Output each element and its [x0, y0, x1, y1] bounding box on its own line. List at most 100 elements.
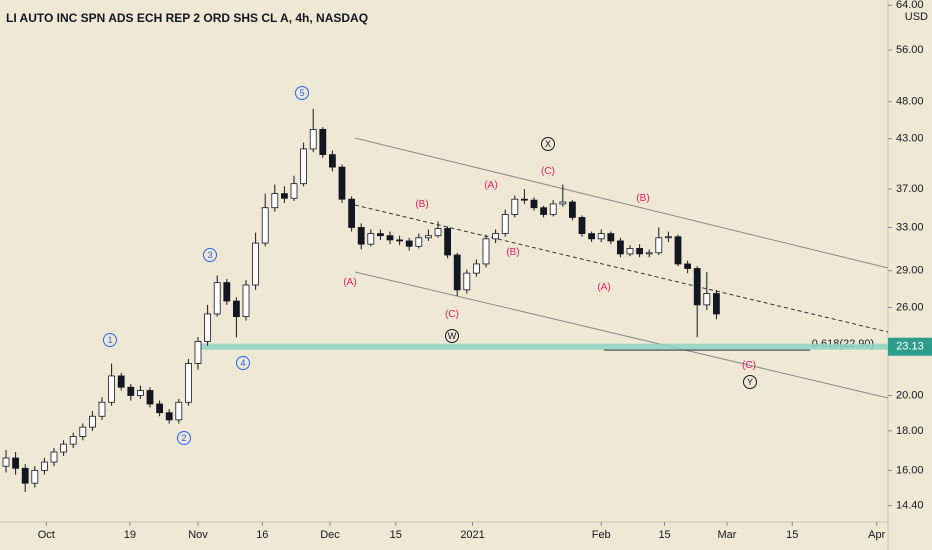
annotation-circle: [103, 333, 117, 347]
candle-body: [444, 228, 452, 256]
candle-body: [674, 236, 682, 265]
candle-body: [453, 254, 461, 291]
candle-body: [348, 198, 356, 228]
chart-title: LI AUTO INC SPN ADS ECH REP 2 ORD SHS CL…: [6, 11, 368, 25]
candle-body: [271, 193, 279, 209]
x-tick-label: Dec: [320, 529, 340, 541]
candle-body: [578, 217, 586, 235]
annotation: 1: [107, 335, 112, 345]
candle-body: [367, 233, 375, 245]
candle-body: [492, 233, 500, 240]
x-tick-label: 19: [124, 529, 136, 541]
candle-body: [175, 401, 183, 421]
candle-body: [242, 284, 250, 318]
annotation: (B): [415, 199, 428, 210]
candle-body: [549, 203, 557, 215]
annotation: (C): [742, 360, 756, 371]
y-tick-label: 48.00: [896, 96, 924, 108]
currency-label: USD: [905, 11, 928, 23]
candle-body: [281, 193, 288, 199]
annotation-circle: [236, 356, 250, 370]
y-tick-label: 29.00: [896, 265, 924, 277]
x-tick-label: Nov: [188, 529, 208, 541]
candle-body: [261, 207, 269, 244]
candle-body: [146, 390, 154, 405]
candle-body: [425, 235, 432, 239]
candle-body: [89, 415, 96, 428]
candle-body: [655, 237, 663, 254]
y-tick-label: 56.00: [896, 44, 924, 56]
y-tick-label: 43.00: [896, 133, 924, 145]
candle-body: [12, 457, 20, 469]
y-tick-label: 14.40: [896, 500, 924, 512]
candle-body: [50, 451, 58, 463]
candle-body: [213, 282, 221, 315]
candle-body: [559, 201, 567, 205]
candle-body: [434, 228, 442, 237]
annotation: (A): [343, 277, 356, 288]
candle-body: [521, 198, 528, 201]
candle-body: [357, 227, 365, 245]
candle-body: [482, 238, 490, 265]
annotation: (C): [445, 309, 459, 320]
candle-body: [540, 207, 548, 215]
candle-body: [684, 263, 692, 269]
candle-body: [473, 263, 480, 274]
candle-body: [31, 469, 39, 484]
candle-body: [194, 340, 202, 364]
candle-body: [463, 272, 471, 291]
candle-body: [645, 252, 653, 255]
candle-body: [665, 236, 672, 239]
candle-body: [338, 166, 346, 200]
candle-body: [108, 375, 116, 403]
channel-mid: [354, 204, 889, 333]
candle-body: [636, 248, 644, 255]
candle-body: [319, 129, 327, 156]
annotation-circle: [295, 86, 309, 100]
x-tick-label: 15: [786, 529, 798, 541]
annotation-circle: [541, 137, 555, 151]
y-tick-label: 64.00: [896, 0, 924, 11]
channel-upper: [354, 137, 889, 269]
x-tick-label: Oct: [38, 529, 55, 541]
y-tick-label: 18.00: [896, 425, 924, 437]
y-tick-label: 33.00: [896, 221, 924, 233]
candle-body: [165, 412, 173, 421]
candle-body: [626, 248, 634, 255]
annotation: X: [545, 139, 551, 149]
candle-body: [137, 390, 144, 396]
annotation: (C): [541, 166, 555, 177]
candle-body: [41, 461, 48, 471]
candle-body: [98, 401, 106, 417]
x-tick-label: Feb: [592, 529, 611, 541]
last-price-label: 23.13: [896, 341, 924, 353]
annotation-circle: [743, 375, 757, 389]
x-tick-label: 2021: [460, 529, 484, 541]
candle-body: [329, 154, 336, 168]
x-tick-label: Apr: [868, 529, 885, 541]
annotation: (B): [506, 247, 519, 258]
annotation: Y: [747, 377, 753, 387]
candle-body: [597, 233, 605, 240]
candle-body: [530, 199, 538, 209]
annotation-circle: [445, 329, 459, 343]
candle-body: [223, 282, 231, 302]
annotation-circle: [177, 431, 191, 445]
y-tick-label: 37.00: [896, 183, 924, 195]
candle-body: [415, 237, 423, 247]
candle-body: [233, 300, 240, 318]
y-tick-label: 16.00: [896, 464, 924, 476]
annotation: 4: [240, 358, 245, 368]
candle-body: [703, 293, 711, 306]
candle-body: [79, 426, 87, 437]
candle-body: [713, 293, 720, 315]
candle-body: [156, 403, 164, 414]
candle-body: [127, 386, 135, 396]
candle-body: [511, 198, 519, 215]
candle-body: [405, 240, 413, 247]
annotation: W: [448, 331, 457, 341]
annotation: (B): [636, 193, 649, 204]
annotation: 5: [299, 88, 304, 98]
candle-body: [569, 201, 576, 218]
